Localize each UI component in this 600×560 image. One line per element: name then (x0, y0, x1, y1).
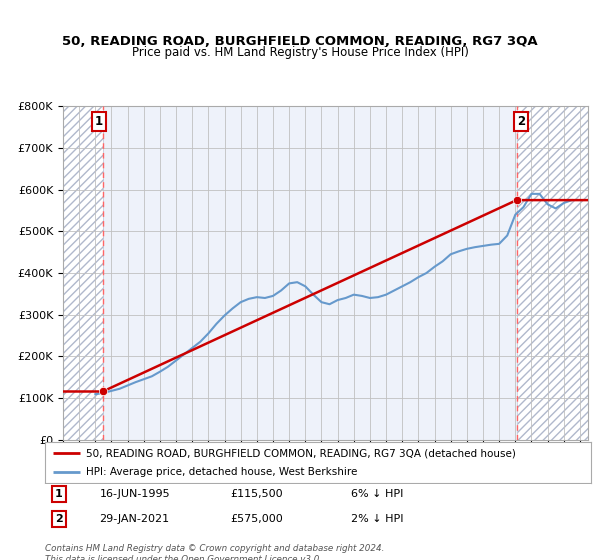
Text: £575,000: £575,000 (230, 514, 283, 524)
Text: £115,500: £115,500 (230, 489, 283, 500)
Text: 2: 2 (517, 115, 526, 128)
Text: 16-JUN-1995: 16-JUN-1995 (100, 489, 170, 500)
Text: 6% ↓ HPI: 6% ↓ HPI (351, 489, 403, 500)
Text: 29-JAN-2021: 29-JAN-2021 (100, 514, 170, 524)
Text: 2: 2 (55, 514, 62, 524)
Text: HPI: Average price, detached house, West Berkshire: HPI: Average price, detached house, West… (86, 467, 358, 477)
Text: Price paid vs. HM Land Registry's House Price Index (HPI): Price paid vs. HM Land Registry's House … (131, 46, 469, 59)
Text: Contains HM Land Registry data © Crown copyright and database right 2024.
This d: Contains HM Land Registry data © Crown c… (45, 544, 385, 560)
Text: 50, READING ROAD, BURGHFIELD COMMON, READING, RG7 3QA (detached house): 50, READING ROAD, BURGHFIELD COMMON, REA… (86, 449, 516, 458)
Text: 2% ↓ HPI: 2% ↓ HPI (351, 514, 403, 524)
Text: 50, READING ROAD, BURGHFIELD COMMON, READING, RG7 3QA: 50, READING ROAD, BURGHFIELD COMMON, REA… (62, 35, 538, 48)
Text: 1: 1 (95, 115, 103, 128)
Text: 1: 1 (55, 489, 62, 500)
